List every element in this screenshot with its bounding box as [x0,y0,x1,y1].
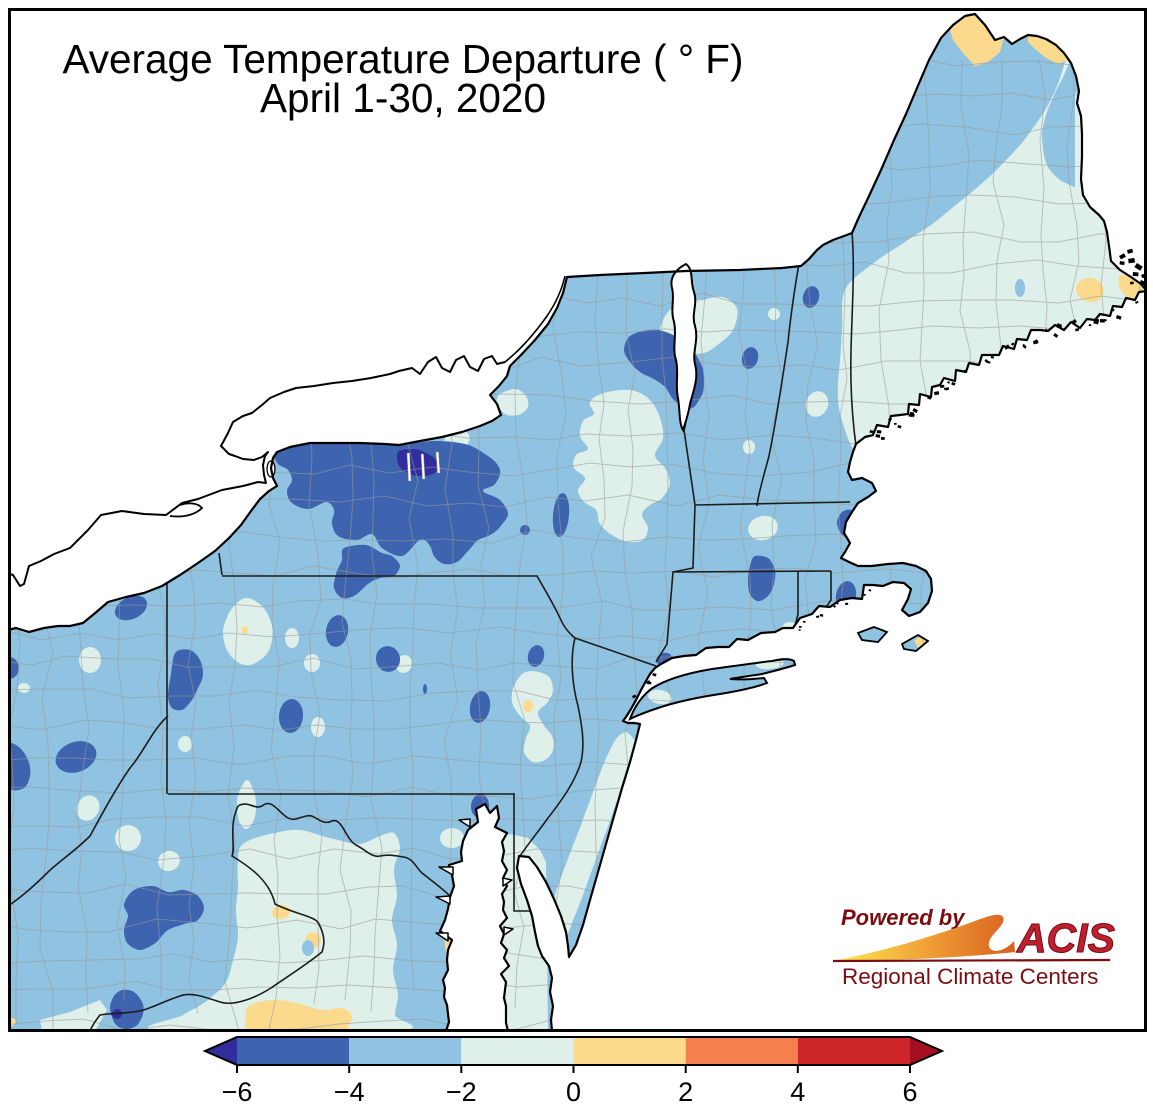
svg-text:4: 4 [790,1077,805,1107]
svg-text:Average Temperature Departure: Average Temperature Departure ( ° F) [62,36,743,82]
svg-text:2: 2 [678,1077,693,1107]
svg-text:−2: −2 [446,1077,477,1107]
svg-text:Regional Climate Centers: Regional Climate Centers [842,964,1098,989]
svg-text:−4: −4 [334,1077,365,1107]
svg-text:−6: −6 [222,1077,253,1107]
svg-text:0: 0 [566,1077,581,1107]
svg-text:6: 6 [902,1077,917,1107]
svg-text:Powered by: Powered by [841,905,966,930]
svg-text:April 1-30, 2020: April 1-30, 2020 [260,75,546,121]
svg-text:ACIS: ACIS [1016,915,1115,961]
